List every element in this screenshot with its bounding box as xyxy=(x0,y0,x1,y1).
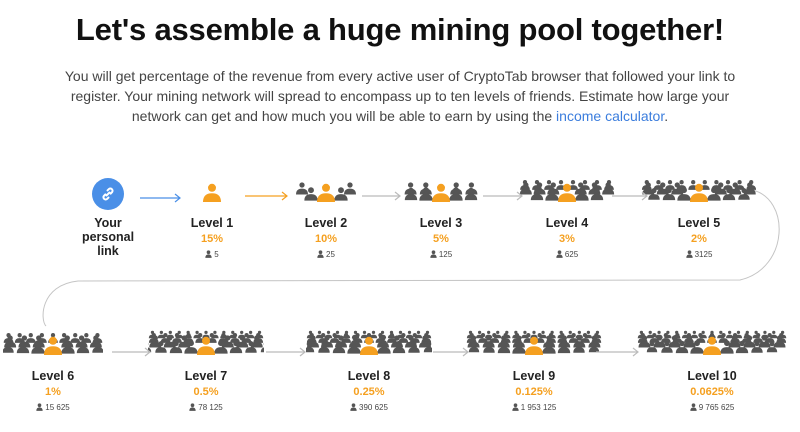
level-percent: 2% xyxy=(691,233,707,245)
user-icon xyxy=(350,403,357,411)
level-9: Level 9 0.125% 1 953 125 xyxy=(474,369,594,413)
level-4-crowd-icon xyxy=(519,180,615,203)
level-label: Level 5 xyxy=(677,216,721,230)
level-percent: 1% xyxy=(45,386,61,398)
level-count-value: 390 625 xyxy=(359,403,388,412)
user-icon xyxy=(512,403,519,411)
level-percent: 0.5% xyxy=(193,386,219,398)
personal-link-line-2: personal xyxy=(81,230,135,244)
level-user-count: 390 625 xyxy=(309,402,429,413)
level-user-count: 5 xyxy=(152,249,272,260)
level-percent: 5% xyxy=(433,233,449,245)
level-percent: 0.25% xyxy=(353,386,385,398)
level-user-count: 1 953 125 xyxy=(474,402,594,413)
level-8: Level 8 0.25% 390 625 xyxy=(309,369,429,413)
level-count-value: 625 xyxy=(564,250,579,259)
arrow-right-icon xyxy=(612,191,648,201)
user-icon xyxy=(189,403,196,411)
level-1: Level 1 15% 5 xyxy=(152,216,272,260)
user-icon xyxy=(685,250,693,258)
level-user-count: 625 xyxy=(507,249,627,260)
user-icon xyxy=(430,250,437,258)
level-user-count: 25 xyxy=(266,249,386,260)
level-count-value: 125 xyxy=(438,250,453,259)
arrow-right-icon xyxy=(596,347,639,357)
level-10: Level 10 0.0625% 9 765 625 xyxy=(652,369,772,413)
level-8-crowd-icon xyxy=(306,330,432,356)
arrow-right-icon xyxy=(140,193,181,203)
level-count-value: 25 xyxy=(326,250,335,259)
level-5: Level 5 2% 3125 xyxy=(639,216,759,260)
level-user-count: 125 xyxy=(381,249,501,260)
level-10-crowd-icon xyxy=(637,330,787,356)
level-3: Level 3 5% 125 xyxy=(381,216,501,260)
user-icon xyxy=(690,403,697,411)
intro-text: You will get percentage of the revenue f… xyxy=(64,68,736,124)
level-7: Level 7 0.5% 78 125 xyxy=(146,369,266,413)
level-label: Level 10 xyxy=(687,369,737,383)
intro-end: . xyxy=(664,108,669,124)
personal-link[interactable]: Your personal link xyxy=(80,178,136,258)
level-user-count: 78 125 xyxy=(146,402,266,413)
level-label: Level 8 xyxy=(347,369,391,383)
intro-paragraph: You will get percentage of the revenue f… xyxy=(60,66,740,126)
level-user-count: 3125 xyxy=(639,249,759,260)
arrow-right-icon xyxy=(245,191,288,201)
level-label: Level 7 xyxy=(184,369,228,383)
user-icon xyxy=(205,250,212,258)
level-9-crowd-icon xyxy=(466,330,602,356)
level-7-crowd-icon xyxy=(148,330,264,356)
level-6-crowd-icon xyxy=(3,333,103,356)
level-3-crowd-icon xyxy=(404,182,478,203)
level-user-count: 9 765 625 xyxy=(652,402,772,413)
level-count-value: 3125 xyxy=(694,250,713,259)
level-label: Level 1 xyxy=(190,216,234,230)
level-count-value: 1 953 125 xyxy=(520,403,557,412)
level-count-value: 78 125 xyxy=(198,403,223,412)
arrow-right-icon xyxy=(266,347,306,357)
personal-link-label: Your personal link xyxy=(80,216,136,258)
user-icon xyxy=(556,250,563,258)
link-icon[interactable] xyxy=(92,178,124,210)
level-2-crowd-icon xyxy=(296,182,356,203)
level-percent: 10% xyxy=(314,233,338,245)
arrow-right-icon xyxy=(112,347,151,357)
level-percent: 0.125% xyxy=(515,386,553,398)
level-label: Level 6 xyxy=(31,369,75,383)
level-count-value: 5 xyxy=(214,250,219,259)
level-label: Level 3 xyxy=(419,216,463,230)
level-percent: 3% xyxy=(559,233,575,245)
arrow-right-icon xyxy=(362,191,401,201)
level-label: Level 9 xyxy=(512,369,556,383)
level-1-crowd-icon xyxy=(202,183,222,203)
level-percent: 0.0625% xyxy=(690,386,734,398)
arrow-right-icon xyxy=(483,191,523,201)
level-label: Level 4 xyxy=(545,216,589,230)
level-count-value: 15 625 xyxy=(45,403,70,412)
income-calculator-link[interactable]: income calculator xyxy=(556,108,665,124)
level-2: Level 2 10% 25 xyxy=(266,216,386,260)
level-4: Level 4 3% 625 xyxy=(507,216,627,260)
level-5-crowd-icon xyxy=(641,180,757,203)
user-icon xyxy=(317,250,324,258)
level-user-count: 15 625 xyxy=(0,402,113,413)
user-icon xyxy=(36,403,43,411)
personal-link-line-1: Your xyxy=(94,216,122,230)
page-title: Let's assemble a huge mining pool togeth… xyxy=(75,12,725,47)
level-count-value: 9 765 625 xyxy=(698,403,735,412)
personal-link-line-3: link xyxy=(97,244,119,258)
arrow-right-icon xyxy=(433,347,469,357)
level-label: Level 2 xyxy=(304,216,348,230)
level-6: Level 6 1% 15 625 xyxy=(0,369,113,413)
level-percent: 15% xyxy=(200,233,224,245)
